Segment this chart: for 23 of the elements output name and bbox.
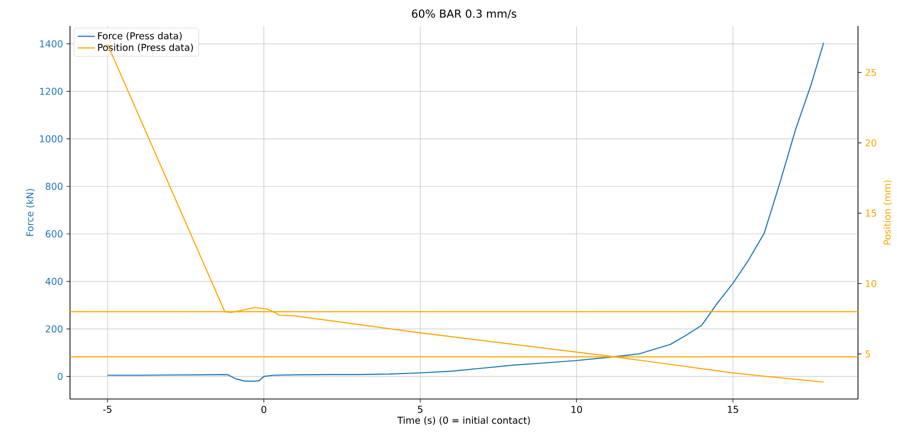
y-tick-label: 600	[46, 230, 63, 238]
y-tick-label: 1000	[40, 135, 63, 142]
y2-axis-title: Position (mm)	[883, 180, 892, 244]
x-tick-label: -5	[103, 406, 112, 413]
y2-tick-label: 20	[866, 139, 876, 146]
y-tick-label: 1200	[40, 88, 63, 95]
chart-title: 60% BAR 0.3 mm/s	[412, 10, 516, 19]
y2-tick-label: 10	[866, 280, 876, 288]
legend-label: Force (Press data)	[98, 32, 182, 40]
y-tick-label: 400	[46, 278, 63, 285]
x-axis-title: Time (s) (0 = initial contact)	[397, 416, 530, 425]
x-tick-label: 5	[418, 406, 422, 413]
y2-tick-label: 5	[866, 350, 870, 358]
x-tick-label: 10	[572, 406, 582, 414]
x-tick-label: 15	[728, 406, 738, 413]
y-tick-label: 200	[46, 325, 63, 332]
y2-tick-label: 15	[866, 210, 876, 217]
y-axis-title: Force (kN)	[26, 189, 35, 236]
y-tick-label: 0	[58, 372, 63, 380]
y-tick-label: 800	[46, 182, 63, 190]
y2-tick-label: 25	[866, 68, 876, 76]
x-tick-label: 0	[261, 406, 266, 414]
y-tick-label: 1400	[40, 40, 63, 48]
